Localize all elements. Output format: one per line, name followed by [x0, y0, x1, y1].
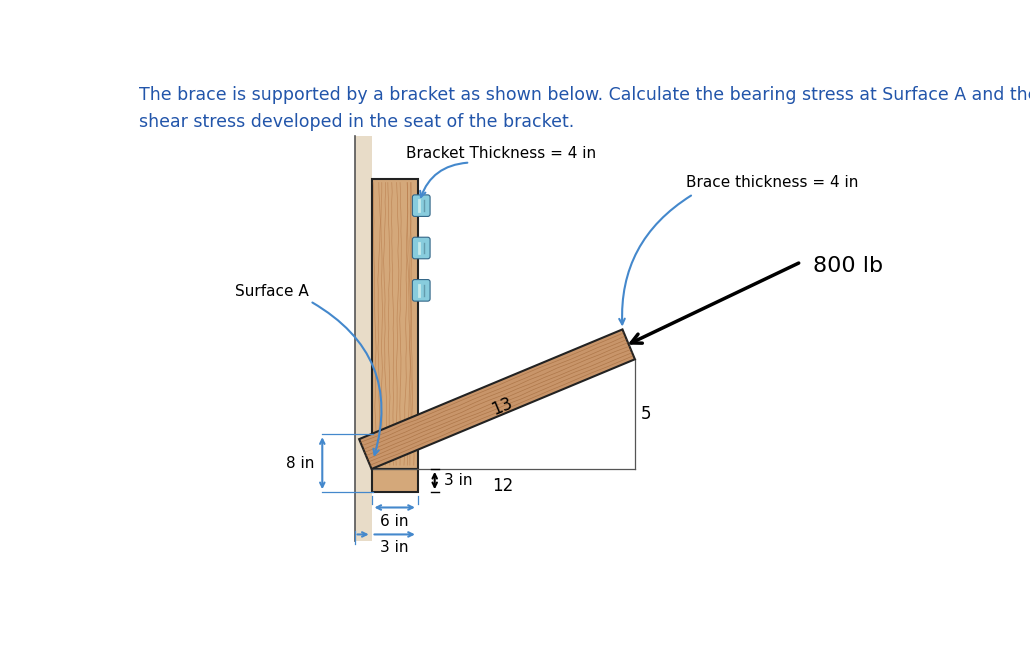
Text: Bracket Thickness = 4 in: Bracket Thickness = 4 in: [406, 146, 596, 161]
Bar: [372, 179, 418, 469]
Polygon shape: [359, 329, 634, 469]
Bar: [354, 136, 372, 540]
Bar: [372, 469, 418, 492]
Text: shear stress developed in the seat of the bracket.: shear stress developed in the seat of th…: [139, 113, 575, 131]
FancyBboxPatch shape: [412, 195, 431, 216]
FancyBboxPatch shape: [412, 280, 431, 301]
Text: 8 in: 8 in: [286, 456, 314, 471]
Text: 5: 5: [641, 405, 652, 423]
Text: 13: 13: [489, 394, 515, 419]
Text: 3 in: 3 in: [444, 473, 473, 488]
Text: 3 in: 3 in: [380, 540, 409, 555]
Text: 6 in: 6 in: [380, 514, 409, 529]
Text: Brace thickness = 4 in: Brace thickness = 4 in: [686, 176, 858, 190]
Text: Surface A: Surface A: [235, 284, 308, 299]
FancyBboxPatch shape: [412, 237, 431, 259]
Text: 12: 12: [492, 477, 514, 495]
Text: The brace is supported by a bracket as shown below. Calculate the bearing stress: The brace is supported by a bracket as s…: [139, 86, 1030, 104]
Text: 800 lb: 800 lb: [813, 255, 883, 276]
